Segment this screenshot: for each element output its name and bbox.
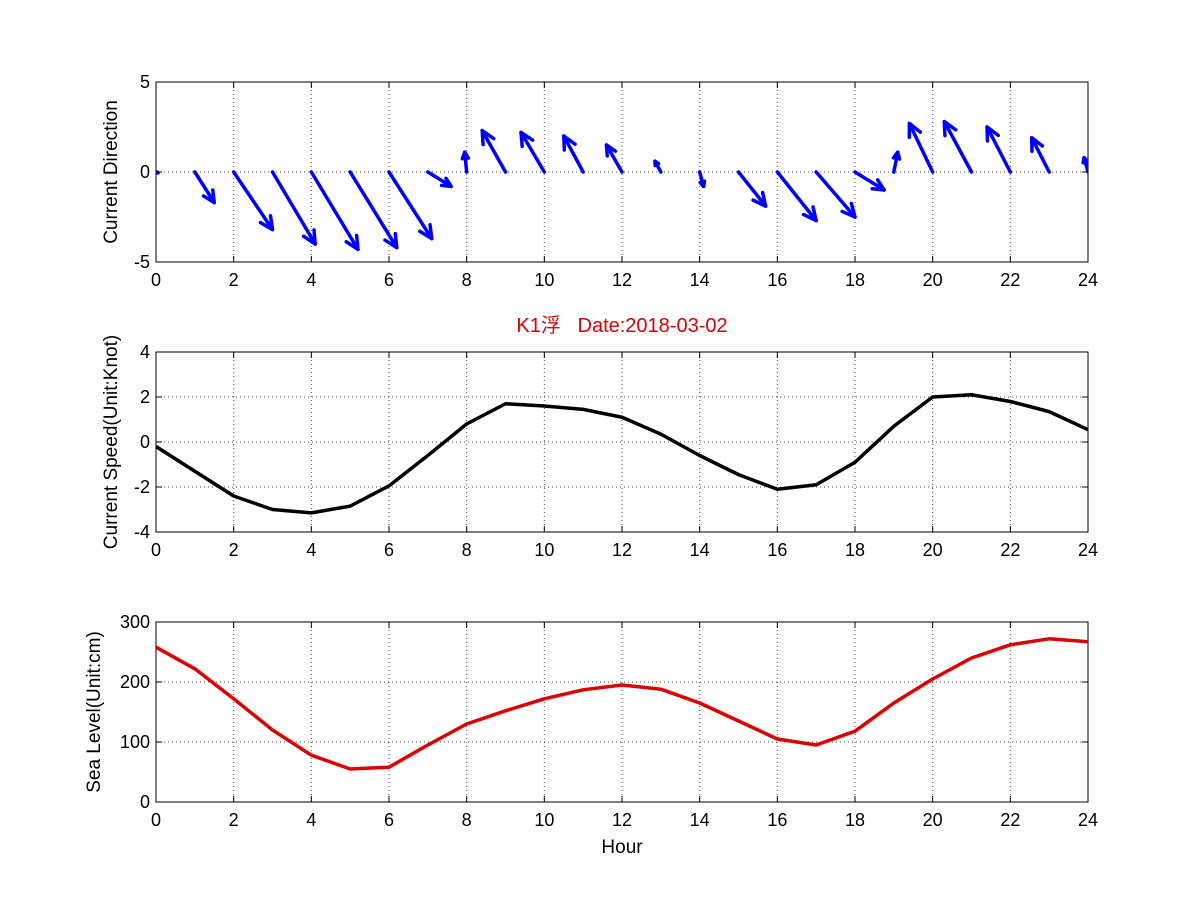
x-tick-label: 14 [690, 810, 710, 830]
x-tick-label: 4 [306, 270, 316, 290]
direction-ticks: 0 2 4 6 8 10 12 14 16 18 20 22 24-505 [134, 72, 1098, 290]
x-tick-label: 14 [690, 540, 710, 560]
x-axis-label: Hour [601, 837, 643, 858]
y-tick-label: 0 [140, 162, 150, 182]
direction-y-label: Current Direction [101, 100, 122, 244]
x-tick-label: 12 [612, 540, 632, 560]
x-tick-label: 10 [534, 270, 554, 290]
direction-arrow [480, 128, 508, 174]
direction-arrow [891, 150, 902, 174]
direction-panel: 0 2 4 6 8 10 12 14 16 18 20 22 24-505 Current Direct… [101, 72, 1098, 290]
y-tick-label: 100 [120, 732, 150, 752]
direction-arrow [604, 143, 624, 174]
y-tick-label: -5 [134, 252, 150, 272]
direction-arrow [907, 121, 935, 174]
x-tick-label: 24 [1078, 810, 1098, 830]
x-tick-label: 2 [229, 540, 239, 560]
x-tick-label: 24 [1078, 540, 1098, 560]
y-tick-label: -2 [134, 477, 150, 497]
direction-arrow [985, 125, 1013, 174]
direction-arrow [309, 170, 360, 252]
sealevel-grid [156, 622, 1088, 802]
direction-arrow [426, 170, 453, 189]
series-line [156, 393, 1088, 515]
y-tick-label: 0 [140, 432, 150, 452]
direction-arrow [814, 170, 857, 219]
x-tick-label: 2 [229, 270, 239, 290]
x-tick-label: 0 [151, 270, 161, 290]
x-tick-label: 16 [767, 810, 787, 830]
direction-arrow [653, 159, 663, 174]
x-tick-label: 6 [384, 810, 394, 830]
x-tick-label: 22 [1000, 540, 1020, 560]
direction-arrow [460, 150, 471, 174]
x-tick-label: 18 [845, 810, 865, 830]
x-tick-label: 20 [923, 810, 943, 830]
direction-arrows [156, 119, 1088, 252]
chart-title: K1浮 Date:2018-03-02 [516, 314, 727, 337]
x-tick-label: 0 [151, 540, 161, 560]
y-tick-label: 2 [140, 387, 150, 407]
speed-panel: K1浮 Date:2018-03-02 0 2 4 6 8 10 12 14 16 18 20 22 2… [101, 314, 1098, 560]
direction-arrow [231, 170, 275, 232]
x-tick-label: 12 [612, 810, 632, 830]
direction-arrow [270, 170, 317, 246]
speed-y-label: Current Speed(Unit:Knot) [101, 335, 122, 549]
x-tick-label: 16 [767, 540, 787, 560]
series-line [156, 637, 1088, 771]
direction-arrow [853, 170, 886, 192]
x-tick-label: 10 [534, 540, 554, 560]
direction-arrow [1081, 155, 1088, 174]
speed-line [156, 393, 1088, 515]
y-tick-label: 200 [120, 672, 150, 692]
x-tick-label: 20 [923, 540, 943, 560]
sealevel-line [156, 637, 1088, 771]
x-tick-label: 6 [384, 270, 394, 290]
x-tick-label: 2 [229, 810, 239, 830]
x-tick-label: 8 [462, 540, 472, 560]
x-tick-label: 12 [612, 270, 632, 290]
x-tick-label: 4 [306, 540, 316, 560]
x-tick-label: 8 [462, 810, 472, 830]
direction-arrow [519, 130, 547, 174]
y-tick-label: 4 [140, 342, 150, 362]
x-tick-label: 20 [923, 270, 943, 290]
x-tick-label: 22 [1000, 270, 1020, 290]
x-tick-label: 24 [1078, 270, 1098, 290]
y-tick-label: 0 [140, 792, 150, 812]
direction-arrow [942, 119, 974, 174]
x-tick-label: 10 [534, 810, 554, 830]
x-tick-label: 8 [462, 270, 472, 290]
direction-arrow [775, 170, 818, 223]
x-tick-label: 16 [767, 270, 787, 290]
sealevel-y-label: Sea Level(Unit:cm) [84, 631, 105, 793]
direction-arrow [387, 170, 434, 241]
x-tick-label: 18 [845, 540, 865, 560]
y-tick-label: -4 [134, 522, 150, 542]
x-tick-label: 6 [384, 540, 394, 560]
x-tick-label: 18 [845, 270, 865, 290]
direction-arrow [348, 170, 399, 250]
direction-arrow [697, 170, 707, 189]
direction-arrow [736, 170, 768, 208]
x-tick-label: 14 [690, 270, 710, 290]
y-tick-label: 300 [120, 612, 150, 632]
x-tick-label: 4 [306, 810, 316, 830]
direction-arrow [1029, 136, 1051, 174]
direction-arrow [562, 134, 585, 174]
x-tick-label: 0 [151, 810, 161, 830]
y-tick-label: 5 [140, 72, 150, 92]
direction-arrow [193, 170, 216, 205]
x-tick-label: 22 [1000, 810, 1020, 830]
sealevel-axes-frame [155, 621, 1089, 803]
